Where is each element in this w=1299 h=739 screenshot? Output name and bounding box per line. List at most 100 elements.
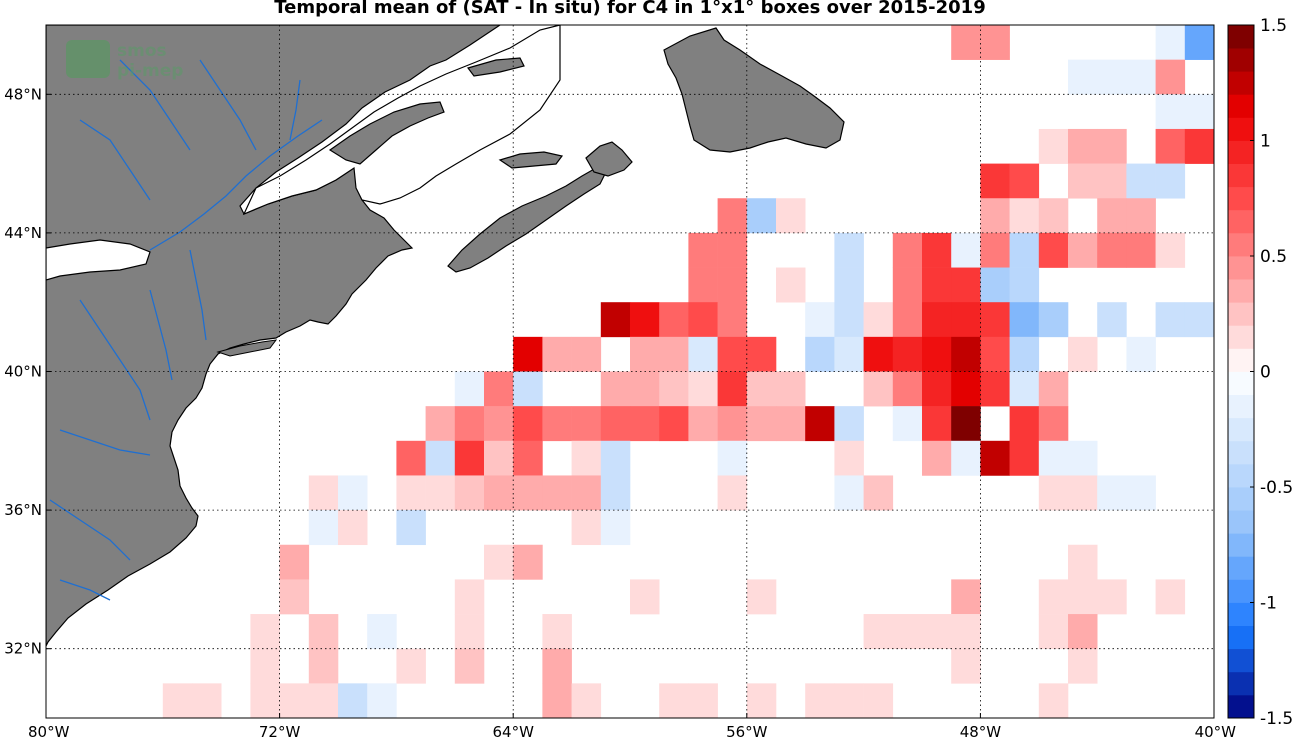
grid-cell	[542, 683, 572, 718]
grid-cell	[279, 579, 310, 615]
grid-cell	[396, 510, 426, 546]
river-south-b	[59, 579, 111, 601]
grid-cell	[1155, 163, 1186, 199]
grid-cell	[776, 406, 806, 442]
grid-cell	[1038, 198, 1069, 234]
grid-cell	[1097, 232, 1127, 268]
grid-cell	[951, 336, 981, 372]
grid-cell	[951, 232, 981, 268]
grid-cell	[600, 371, 631, 407]
grid-cell	[1038, 232, 1069, 268]
grid-cell	[308, 614, 339, 649]
grid-cell	[980, 198, 1010, 234]
grid-cell	[1184, 302, 1214, 338]
grid-cell	[600, 440, 631, 476]
grid-cell	[688, 302, 718, 338]
grid-cell	[513, 336, 543, 372]
grid-cell	[454, 371, 485, 407]
grid-cell	[513, 406, 543, 442]
grid-cell	[980, 302, 1010, 338]
colorbar-level	[1228, 117, 1254, 141]
grid-cell	[221, 718, 251, 739]
grid-cell	[776, 267, 806, 303]
grid-cell	[250, 614, 280, 649]
grid-cell	[892, 232, 923, 268]
grid-cell	[659, 302, 689, 338]
grid-cell	[951, 406, 981, 442]
grid-cell	[600, 510, 631, 546]
grid-cell	[1038, 614, 1069, 649]
grid-cell	[1068, 440, 1098, 476]
grid-cell	[396, 475, 426, 511]
grid-cell	[1009, 406, 1040, 442]
grid-cell	[1068, 336, 1098, 372]
grid-cell	[425, 406, 456, 442]
grid-cell	[951, 440, 981, 476]
grid-cell	[542, 648, 572, 684]
colorbar-level	[1228, 25, 1254, 49]
grid-cell	[1038, 579, 1069, 615]
grid-cell	[250, 648, 280, 684]
grid-cell	[1068, 232, 1098, 268]
grid-cell	[1038, 440, 1069, 476]
grid-cell	[834, 440, 864, 476]
grid-cell	[1097, 163, 1127, 199]
grid-cell	[308, 683, 339, 718]
grid-cell	[892, 302, 923, 338]
grid-cell	[1009, 302, 1040, 338]
grid-cell	[1068, 614, 1098, 649]
grid-cell	[746, 371, 777, 407]
colorbar-level	[1228, 533, 1254, 557]
grid-cell	[454, 440, 485, 476]
grid-cell	[863, 302, 894, 338]
grid-cell	[484, 406, 514, 442]
grid-cell	[922, 406, 952, 442]
grid-cell	[717, 440, 748, 476]
colorbar-level	[1228, 302, 1254, 326]
grid-cell	[338, 510, 368, 546]
grid-cell	[1126, 59, 1156, 95]
colorbar-level	[1228, 487, 1254, 511]
colorbar-level	[1228, 348, 1254, 372]
colorbar-level	[1228, 556, 1254, 580]
grid-cell	[892, 371, 923, 407]
grid-cell	[922, 302, 952, 338]
river-north-a	[79, 119, 151, 201]
grid-cell	[1155, 579, 1186, 615]
cape-breton-island	[585, 141, 633, 177]
grid-cell	[542, 336, 572, 372]
colorbar-tick-label: 1	[1260, 132, 1271, 152]
colorbar-tick-label: 0.5	[1260, 247, 1287, 267]
grid-cell	[717, 475, 748, 511]
grid-cell	[425, 475, 456, 511]
grid-cell	[746, 336, 777, 372]
grid-cell	[484, 440, 514, 476]
grid-cell	[1097, 128, 1127, 164]
grid-cell	[922, 232, 952, 268]
y-tick-label: 48°N	[4, 85, 42, 103]
watermark-logo-icon	[66, 40, 110, 78]
gaspe-peninsula	[328, 101, 445, 165]
colorbar-tick-labels: 1.5 1 0.5 0 -0.5 -1 -1.5	[1250, 16, 1293, 729]
colorbar-level	[1228, 394, 1254, 419]
grid-cell	[484, 544, 514, 580]
grid-cell	[162, 683, 193, 718]
land-mass	[46, 25, 845, 647]
grid-cell	[571, 683, 602, 718]
colorbar-level	[1228, 671, 1254, 696]
colorbar-level	[1228, 325, 1254, 349]
colorbar-level	[1228, 510, 1254, 534]
river-hudson	[189, 249, 207, 341]
river-st-lawrence	[149, 119, 323, 251]
grid-cell	[863, 475, 894, 511]
river-delaware	[149, 289, 173, 381]
grid-cell	[717, 406, 748, 442]
grid-cell	[1184, 128, 1214, 164]
grid-cell	[1068, 718, 1098, 739]
colorbar-level	[1228, 371, 1254, 395]
grid-cell	[717, 302, 748, 338]
grid-cell	[1009, 163, 1040, 199]
grid-cell	[688, 683, 718, 718]
grid-cell	[717, 267, 748, 303]
grid-cell	[746, 406, 777, 442]
